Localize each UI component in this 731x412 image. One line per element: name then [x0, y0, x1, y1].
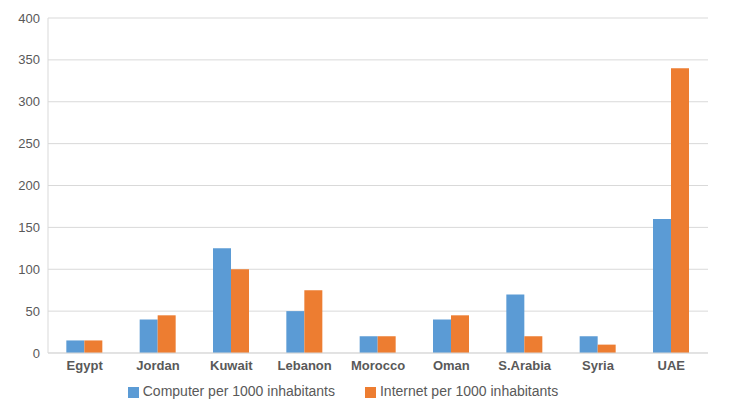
svg-text:250: 250 [18, 136, 40, 151]
svg-text:Oman: Oman [433, 358, 470, 373]
svg-text:Kuwait: Kuwait [210, 358, 253, 373]
html-text:Internet per 1000 inhabitants: Internet per 1000 inhabitants [380, 383, 559, 399]
svg-text:200: 200 [18, 178, 40, 193]
svg-text:Syria: Syria [582, 358, 615, 373]
svg-text:Jordan: Jordan [136, 358, 179, 373]
svg-text:S.Arabia: S.Arabia [498, 358, 552, 373]
svg-text:Morocco: Morocco [351, 358, 405, 373]
svg-text:100: 100 [18, 262, 40, 277]
svg-text:0: 0 [33, 346, 40, 361]
svg-text:Lebanon: Lebanon [278, 358, 332, 373]
svg-text:400: 400 [18, 11, 40, 26]
svg-text:350: 350 [18, 52, 40, 67]
html-text:Computer per 1000 inhabitants: Computer per 1000 inhabitants [142, 383, 335, 399]
svg-text:150: 150 [18, 220, 40, 235]
svg-text:Egypt: Egypt [67, 358, 104, 373]
svg-text:50: 50 [26, 304, 40, 319]
svg-text:300: 300 [18, 94, 40, 109]
svg-text:UAE: UAE [658, 358, 686, 373]
